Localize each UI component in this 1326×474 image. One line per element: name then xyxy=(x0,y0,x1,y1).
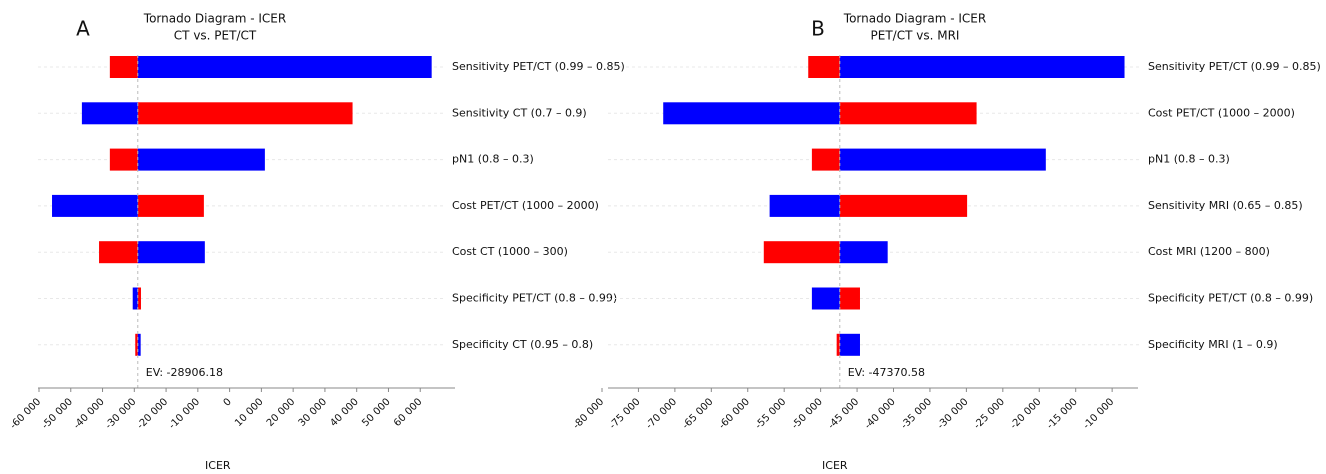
bar-segment xyxy=(137,241,205,264)
bar-segment xyxy=(839,56,1125,78)
bar-segment xyxy=(81,102,138,125)
category-label: Cost PET/CT (1000 – 2000) xyxy=(1148,106,1295,119)
x-tick-label: -30 000 xyxy=(103,396,138,431)
panel-label: A xyxy=(76,17,90,41)
bar-segment xyxy=(839,287,860,310)
bar-segment xyxy=(109,148,138,171)
category-label: Specificity PET/CT (0.8 – 0.99) xyxy=(1148,292,1313,305)
x-tick-label: -15 000 xyxy=(1045,396,1080,431)
x-tick-label: -60 000 xyxy=(717,396,752,431)
bar-segment xyxy=(132,287,138,310)
bar-segment xyxy=(839,102,977,125)
bar-segment xyxy=(808,56,840,78)
category-label: Specificity CT (0.95 – 0.8) xyxy=(452,338,593,351)
x-tick-label: 0 xyxy=(222,396,234,408)
chart-title: Tornado Diagram - ICER xyxy=(843,12,986,26)
x-tick-label: -20 000 xyxy=(135,396,170,431)
category-label: Cost CT (1000 – 300) xyxy=(452,245,568,258)
category-label: Sensitivity MRI (0.65 – 0.85) xyxy=(1148,199,1303,212)
bar-segment xyxy=(109,56,138,78)
category-label: Specificity MRI (1 – 0.9) xyxy=(1148,338,1278,351)
x-tick-label: -75 000 xyxy=(608,396,643,431)
bar-segment xyxy=(839,333,860,356)
bar-segment xyxy=(769,194,840,217)
x-tick-label: -65 000 xyxy=(680,396,715,431)
x-tick-label: -20 000 xyxy=(1008,396,1043,431)
category-label: pN1 (0.8 – 0.3) xyxy=(1148,153,1230,166)
x-tick-label: -10 000 xyxy=(167,396,202,431)
x-tick-label: -40 000 xyxy=(863,396,898,431)
category-label: Cost PET/CT (1000 – 2000) xyxy=(452,199,599,212)
bar-segment xyxy=(137,148,265,171)
bar-segment xyxy=(763,241,840,264)
x-tick-label: 40 000 xyxy=(328,396,361,429)
bar-segment xyxy=(663,102,840,125)
bar-segment xyxy=(836,333,840,356)
x-tick-label: -40 000 xyxy=(72,396,107,431)
category-label: Cost MRI (1200 – 800) xyxy=(1148,245,1270,258)
x-tick-label: 50 000 xyxy=(360,396,393,429)
x-axis-label: ICER xyxy=(205,459,231,472)
bar-segment xyxy=(811,287,840,310)
x-tick-label: -45 000 xyxy=(826,396,861,431)
x-axis-label: ICER xyxy=(822,459,848,472)
x-tick-label: -30 000 xyxy=(936,396,971,431)
category-label: Sensitivity PET/CT (0.99 – 0.85) xyxy=(452,60,625,73)
bar-segment xyxy=(137,102,353,125)
x-tick-label: 60 000 xyxy=(392,396,425,429)
ev-label: EV: -47370.58 xyxy=(848,366,925,379)
chart-subtitle: PET/CT vs. MRI xyxy=(871,29,960,43)
bar-segment xyxy=(811,148,840,171)
x-tick-label: 10 000 xyxy=(233,396,266,429)
category-label: Sensitivity PET/CT (0.99 – 0.85) xyxy=(1148,60,1321,73)
bar-segment xyxy=(137,56,432,78)
x-tick-label: -10 000 xyxy=(1081,396,1116,431)
x-tick-label: -50 000 xyxy=(40,396,75,431)
ev-label: EV: -28906.18 xyxy=(146,366,223,379)
category-label: Sensitivity CT (0.7 – 0.9) xyxy=(452,106,587,119)
category-label: pN1 (0.8 – 0.3) xyxy=(452,153,534,166)
category-label: Specificity PET/CT (0.8 – 0.99) xyxy=(452,292,617,305)
x-tick-label: -25 000 xyxy=(972,396,1007,431)
chart-subtitle: CT vs. PET/CT xyxy=(174,29,257,43)
x-tick-label: -50 000 xyxy=(790,396,825,431)
bar-segment xyxy=(839,194,968,217)
x-tick-label: -80 000 xyxy=(571,396,606,431)
x-tick-label: 30 000 xyxy=(297,396,330,429)
x-tick-label: -70 000 xyxy=(644,396,679,431)
bar-segment xyxy=(839,148,1046,171)
bar-segment xyxy=(137,194,204,217)
bar-segment xyxy=(135,333,138,356)
bar-segment xyxy=(839,241,888,264)
bar-segment xyxy=(99,241,138,264)
x-tick-label: -55 000 xyxy=(753,396,788,431)
x-tick-label: -35 000 xyxy=(899,396,934,431)
chart-title: Tornado Diagram - ICER xyxy=(143,12,286,26)
bar-segment xyxy=(137,333,141,356)
panel-label: B xyxy=(811,17,825,41)
bar-segment xyxy=(52,194,138,217)
x-tick-label: 20 000 xyxy=(265,396,298,429)
bar-segment xyxy=(137,287,141,310)
x-tick-label: -60 000 xyxy=(8,396,43,431)
